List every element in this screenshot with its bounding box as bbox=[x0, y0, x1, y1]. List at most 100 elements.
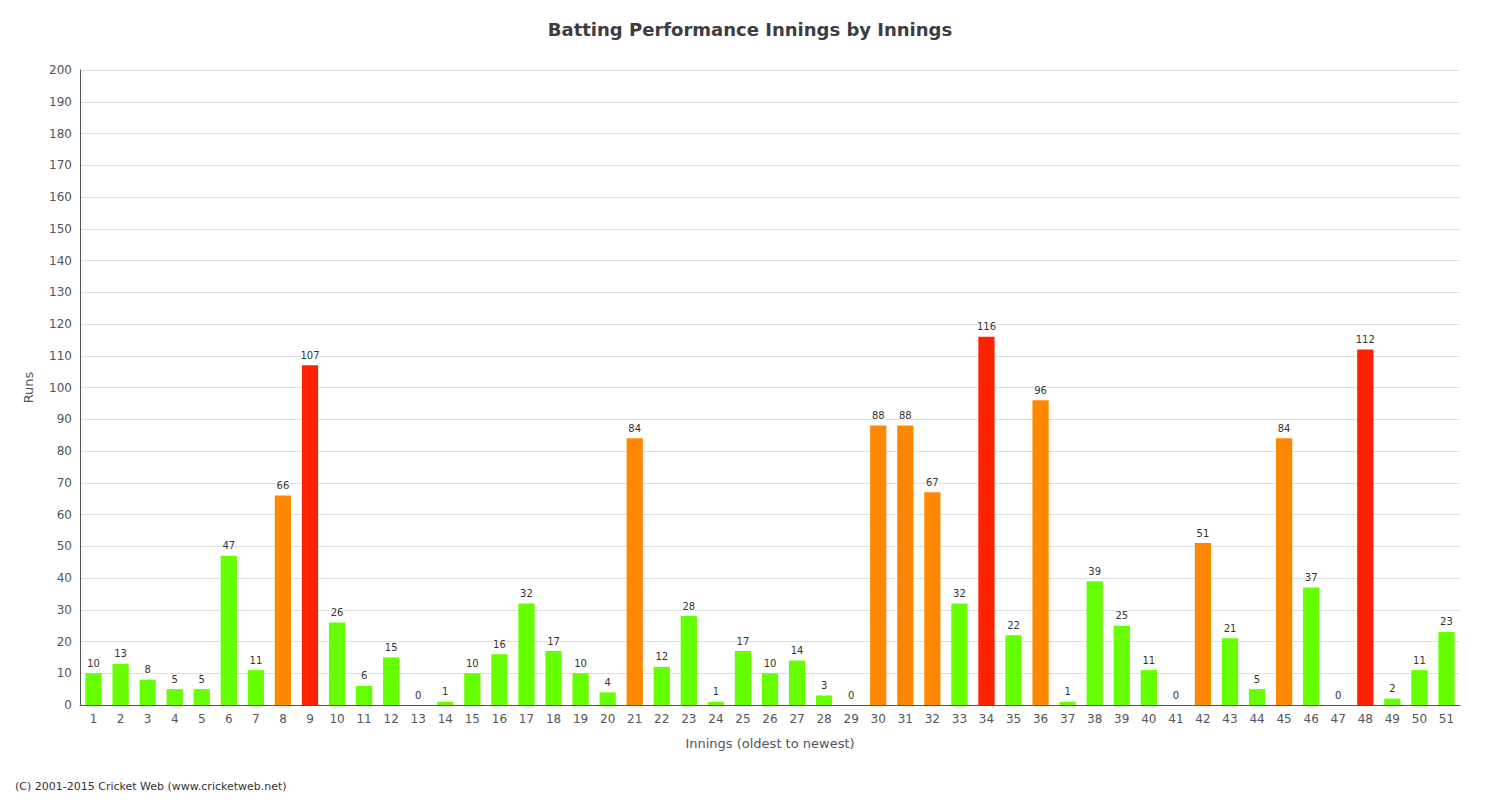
svg-text:5: 5 bbox=[172, 674, 178, 685]
svg-text:45: 45 bbox=[1276, 712, 1291, 726]
svg-text:16: 16 bbox=[492, 712, 507, 726]
svg-text:2: 2 bbox=[1389, 683, 1395, 694]
svg-text:5: 5 bbox=[199, 674, 205, 685]
svg-text:50: 50 bbox=[57, 539, 72, 553]
svg-text:116: 116 bbox=[977, 321, 996, 332]
svg-text:51: 51 bbox=[1197, 528, 1210, 539]
svg-text:23: 23 bbox=[681, 712, 696, 726]
svg-text:0: 0 bbox=[848, 690, 854, 701]
svg-text:47: 47 bbox=[1331, 712, 1346, 726]
svg-text:190: 190 bbox=[49, 95, 72, 109]
svg-text:0: 0 bbox=[415, 690, 421, 701]
svg-text:90: 90 bbox=[57, 412, 72, 426]
svg-text:96: 96 bbox=[1034, 385, 1047, 396]
svg-text:107: 107 bbox=[300, 350, 319, 361]
svg-text:39: 39 bbox=[1088, 566, 1101, 577]
svg-text:8: 8 bbox=[144, 664, 150, 675]
svg-text:38: 38 bbox=[1087, 712, 1102, 726]
svg-text:200: 200 bbox=[49, 63, 72, 77]
svg-text:170: 170 bbox=[49, 158, 72, 172]
svg-text:10: 10 bbox=[329, 712, 344, 726]
svg-text:40: 40 bbox=[57, 571, 72, 585]
svg-text:32: 32 bbox=[925, 712, 940, 726]
svg-text:10: 10 bbox=[764, 658, 777, 669]
svg-text:8: 8 bbox=[279, 712, 287, 726]
svg-text:(C) 2001-2015 Cricket Web (www: (C) 2001-2015 Cricket Web (www.cricketwe… bbox=[15, 780, 287, 793]
svg-text:1: 1 bbox=[442, 686, 448, 697]
svg-text:36: 36 bbox=[1033, 712, 1048, 726]
svg-text:11: 11 bbox=[1142, 655, 1155, 666]
svg-text:29: 29 bbox=[844, 712, 859, 726]
svg-text:11: 11 bbox=[356, 712, 371, 726]
svg-text:25: 25 bbox=[1115, 610, 1128, 621]
svg-text:5: 5 bbox=[1254, 674, 1260, 685]
svg-text:44: 44 bbox=[1249, 712, 1264, 726]
svg-text:160: 160 bbox=[49, 190, 72, 204]
svg-text:32: 32 bbox=[520, 588, 533, 599]
svg-text:10: 10 bbox=[87, 658, 100, 669]
svg-text:14: 14 bbox=[791, 645, 804, 656]
svg-text:20: 20 bbox=[600, 712, 615, 726]
svg-text:27: 27 bbox=[789, 712, 804, 726]
svg-text:17: 17 bbox=[519, 712, 534, 726]
svg-text:88: 88 bbox=[899, 410, 912, 421]
svg-text:3: 3 bbox=[821, 680, 827, 691]
svg-text:1: 1 bbox=[713, 686, 719, 697]
svg-text:23: 23 bbox=[1440, 616, 1453, 627]
svg-text:Innings (oldest to newest): Innings (oldest to newest) bbox=[685, 736, 854, 751]
svg-text:43: 43 bbox=[1222, 712, 1237, 726]
svg-text:46: 46 bbox=[1304, 712, 1319, 726]
svg-text:110: 110 bbox=[49, 349, 72, 363]
svg-text:50: 50 bbox=[1412, 712, 1427, 726]
svg-text:5: 5 bbox=[198, 712, 206, 726]
svg-text:40: 40 bbox=[1141, 712, 1156, 726]
svg-text:26: 26 bbox=[762, 712, 777, 726]
svg-text:39: 39 bbox=[1114, 712, 1129, 726]
svg-text:4: 4 bbox=[171, 712, 179, 726]
svg-text:21: 21 bbox=[1224, 623, 1237, 634]
svg-text:16: 16 bbox=[493, 639, 506, 650]
svg-text:14: 14 bbox=[438, 712, 453, 726]
svg-text:66: 66 bbox=[277, 480, 290, 491]
svg-text:21: 21 bbox=[627, 712, 642, 726]
svg-text:22: 22 bbox=[654, 712, 669, 726]
svg-text:28: 28 bbox=[816, 712, 831, 726]
svg-text:Batting Performance Innings by: Batting Performance Innings by Innings bbox=[548, 19, 952, 40]
svg-text:15: 15 bbox=[465, 712, 480, 726]
svg-text:35: 35 bbox=[1006, 712, 1021, 726]
svg-text:28: 28 bbox=[682, 601, 695, 612]
svg-text:12: 12 bbox=[655, 651, 668, 662]
svg-text:1: 1 bbox=[1064, 686, 1070, 697]
svg-text:47: 47 bbox=[222, 540, 235, 551]
svg-text:18: 18 bbox=[546, 712, 561, 726]
svg-text:Runs: Runs bbox=[21, 371, 36, 403]
svg-text:25: 25 bbox=[735, 712, 750, 726]
svg-text:130: 130 bbox=[49, 285, 72, 299]
svg-text:49: 49 bbox=[1385, 712, 1400, 726]
svg-text:32: 32 bbox=[953, 588, 966, 599]
svg-text:15: 15 bbox=[385, 642, 398, 653]
svg-text:6: 6 bbox=[361, 670, 367, 681]
svg-text:10: 10 bbox=[57, 666, 72, 680]
svg-text:37: 37 bbox=[1060, 712, 1075, 726]
svg-text:13: 13 bbox=[411, 712, 426, 726]
svg-text:51: 51 bbox=[1439, 712, 1454, 726]
svg-text:112: 112 bbox=[1356, 334, 1375, 345]
svg-text:48: 48 bbox=[1358, 712, 1373, 726]
svg-text:67: 67 bbox=[926, 477, 939, 488]
svg-text:0: 0 bbox=[1173, 690, 1179, 701]
svg-text:120: 120 bbox=[49, 317, 72, 331]
svg-text:0: 0 bbox=[64, 698, 72, 712]
svg-text:20: 20 bbox=[57, 635, 72, 649]
svg-text:19: 19 bbox=[573, 712, 588, 726]
svg-text:70: 70 bbox=[57, 476, 72, 490]
svg-text:42: 42 bbox=[1195, 712, 1210, 726]
svg-text:1: 1 bbox=[90, 712, 98, 726]
svg-text:9: 9 bbox=[306, 712, 314, 726]
svg-text:140: 140 bbox=[49, 254, 72, 268]
svg-text:84: 84 bbox=[628, 423, 641, 434]
svg-text:33: 33 bbox=[952, 712, 967, 726]
svg-text:17: 17 bbox=[737, 636, 750, 647]
svg-text:26: 26 bbox=[331, 607, 344, 618]
svg-text:31: 31 bbox=[898, 712, 913, 726]
